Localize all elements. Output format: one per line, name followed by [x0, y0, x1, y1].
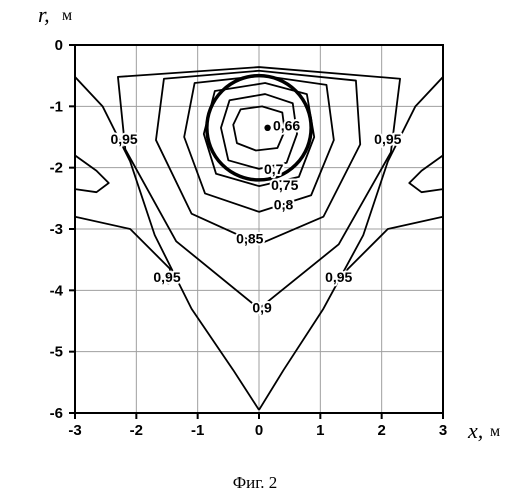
y-tick-label: -1: [50, 98, 63, 115]
figure-caption: Фиг. 2: [233, 473, 278, 492]
center-marker: [264, 125, 270, 131]
contour-label: 0,75: [271, 177, 298, 193]
x-tick-label: 1: [316, 422, 324, 439]
y-tick-label: -3: [50, 221, 63, 238]
x-tick-label: 3: [439, 422, 447, 439]
contour-label: 0,95: [325, 269, 352, 285]
x-tick-label: -2: [130, 422, 143, 439]
x-tick-label: -1: [191, 422, 204, 439]
figure-container: 0,660,660,70,70,750,750,80,80,850,850,90…: [0, 0, 511, 500]
y-tick-label: -5: [50, 344, 63, 361]
y-axis-title: r,: [38, 2, 50, 27]
x-axis-unit: м: [490, 423, 500, 440]
contour-label: 0,9: [252, 299, 272, 315]
y-tick-label: 0: [55, 37, 63, 54]
contour-label: 0,66: [273, 117, 300, 133]
contour-label: 0,95: [153, 269, 180, 285]
y-tick-label: -2: [50, 160, 63, 177]
x-tick-label: 2: [377, 422, 385, 439]
contour-label: 0,95: [374, 131, 401, 147]
y-axis-unit: м: [62, 7, 72, 24]
x-tick-label: -3: [68, 422, 81, 439]
contour-label: 0,8: [274, 196, 294, 212]
y-tick-label: -4: [50, 282, 64, 299]
contour-label: 0,7: [264, 161, 284, 177]
contour-chart: 0,660,660,70,70,750,750,80,80,850,850,90…: [0, 0, 511, 500]
x-tick-label: 0: [255, 422, 263, 439]
contour-label: 0,95: [110, 131, 137, 147]
x-axis-title: x,: [467, 418, 483, 443]
contour-label: 0,85: [236, 231, 263, 247]
y-tick-label: -6: [50, 405, 63, 422]
